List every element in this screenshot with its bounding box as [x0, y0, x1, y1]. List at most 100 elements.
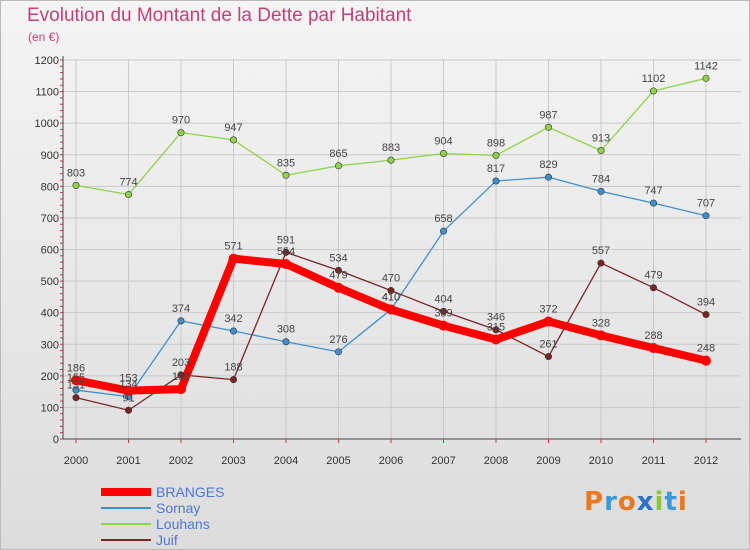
data-label: 898 — [487, 137, 505, 149]
data-label: 865 — [329, 148, 347, 160]
y-tick-label: 800 — [41, 181, 59, 193]
data-label: 188 — [224, 362, 242, 374]
chart-subtitle: (en €) — [28, 30, 60, 44]
data-point-louhans — [282, 171, 290, 179]
data-label: 153 — [119, 373, 137, 385]
data-point-branges — [701, 355, 711, 366]
data-point-juif — [649, 284, 657, 292]
y-tick-label: 1200 — [35, 55, 59, 67]
legend-label: BRANGES — [156, 484, 225, 500]
x-tick-label: 2001 — [116, 455, 140, 467]
x-tick-label: 2006 — [379, 455, 403, 467]
data-point-branges — [176, 384, 186, 395]
data-point-louhans — [439, 149, 447, 157]
data-point-branges — [491, 334, 501, 345]
data-point-sornay — [334, 348, 342, 356]
data-point-louhans — [492, 151, 500, 159]
data-label: 1102 — [642, 73, 666, 85]
legend-swatch — [101, 539, 151, 541]
data-point-branges — [648, 343, 659, 354]
data-point-branges — [596, 330, 606, 341]
data-point-juif — [177, 371, 185, 379]
data-point-sornay — [649, 199, 657, 207]
data-point-juif — [492, 326, 500, 334]
data-label: 91 — [122, 392, 134, 404]
data-point-branges — [228, 253, 239, 264]
data-label: 571 — [224, 241, 242, 253]
data-point-branges — [333, 282, 344, 293]
y-tick-label: 1000 — [35, 118, 59, 130]
x-tick-label: 2005 — [326, 455, 350, 467]
data-label: 158 — [172, 371, 190, 383]
data-point-louhans — [387, 156, 395, 164]
data-point-branges — [386, 304, 396, 315]
data-label: 707 — [697, 198, 715, 210]
data-label: 328 — [592, 317, 610, 329]
axes: 0 100 200 300 400 500 600 700 800 900 1000 1100 1200… — [35, 55, 741, 467]
data-point-louhans — [544, 123, 552, 131]
data-point-sornay — [230, 327, 238, 335]
data-label: 554 — [277, 246, 295, 258]
data-point-sornay — [492, 177, 500, 185]
data-point-louhans — [230, 136, 238, 144]
legend-swatch — [101, 507, 151, 509]
data-point-sornay — [544, 173, 552, 181]
data-label: 372 — [539, 304, 557, 316]
x-tick-label: 2007 — [431, 455, 455, 467]
logo-letter: i — [654, 487, 665, 517]
data-point-juif — [230, 376, 238, 384]
data-point-louhans — [702, 74, 710, 82]
data-point-sornay — [177, 317, 185, 325]
legend-label: Juif — [156, 532, 178, 548]
data-point-sornay — [439, 227, 447, 235]
data-label: 479 — [644, 270, 662, 282]
data-point-louhans — [72, 181, 80, 189]
data-point-louhans — [125, 191, 133, 199]
series-points — [71, 74, 711, 414]
data-point-branges — [438, 320, 449, 331]
data-label: 410 — [382, 292, 400, 304]
data-point-sornay — [282, 338, 290, 346]
x-tick-label: 2010 — [589, 455, 613, 467]
data-label: 591 — [277, 234, 295, 246]
data-label: 308 — [277, 324, 295, 336]
data-label: 534 — [329, 252, 347, 264]
data-label: 774 — [119, 177, 137, 189]
y-tick-label: 400 — [41, 308, 59, 320]
data-label: 342 — [224, 313, 242, 325]
data-label: 374 — [172, 303, 190, 315]
data-label: 315 — [487, 322, 505, 334]
data-label: 131 — [67, 380, 85, 392]
data-label: 404 — [434, 293, 452, 305]
x-tick-label: 2008 — [484, 455, 508, 467]
data-point-juif — [334, 266, 342, 274]
y-tick-label: 300 — [41, 339, 59, 351]
data-label: 883 — [382, 142, 400, 154]
y-tick-label: 100 — [41, 402, 59, 414]
x-tick-label: 2002 — [169, 455, 193, 467]
data-label: 835 — [277, 157, 295, 169]
data-label: 803 — [67, 167, 85, 179]
data-point-juif — [702, 311, 710, 319]
grid — [63, 59, 741, 440]
data-label: 904 — [434, 135, 452, 147]
data-label: 479 — [329, 270, 347, 282]
data-point-juif — [72, 394, 80, 402]
data-point-sornay — [702, 212, 710, 220]
data-label: 186 — [67, 362, 85, 374]
data-labels: 186 153 158 571 554 479 410 359 315 372 328 288 248 1… — [67, 60, 718, 404]
data-point-sornay — [597, 187, 605, 195]
data-label: 470 — [382, 273, 400, 285]
data-point-juif — [387, 287, 395, 295]
data-label: 134 — [119, 379, 137, 391]
data-point-juif — [544, 353, 552, 361]
legend-swatch — [101, 488, 151, 496]
data-label: 747 — [644, 185, 662, 197]
data-point-branges — [281, 259, 291, 270]
logo-letter: i — [677, 487, 688, 517]
data-label: 155 — [67, 372, 85, 384]
y-tick-label: 0 — [53, 434, 59, 446]
y-tick-label: 700 — [41, 213, 59, 225]
